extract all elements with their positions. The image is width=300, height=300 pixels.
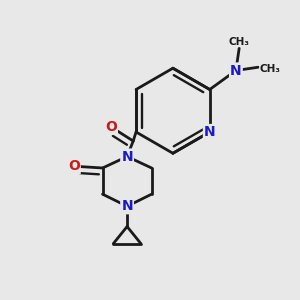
Text: N: N — [204, 125, 215, 139]
Text: CH₃: CH₃ — [260, 64, 281, 74]
Text: N: N — [121, 149, 133, 164]
Text: O: O — [105, 120, 117, 134]
Text: N: N — [230, 64, 242, 77]
Text: CH₃: CH₃ — [229, 37, 250, 46]
Text: N: N — [121, 199, 133, 213]
Text: O: O — [68, 159, 80, 173]
